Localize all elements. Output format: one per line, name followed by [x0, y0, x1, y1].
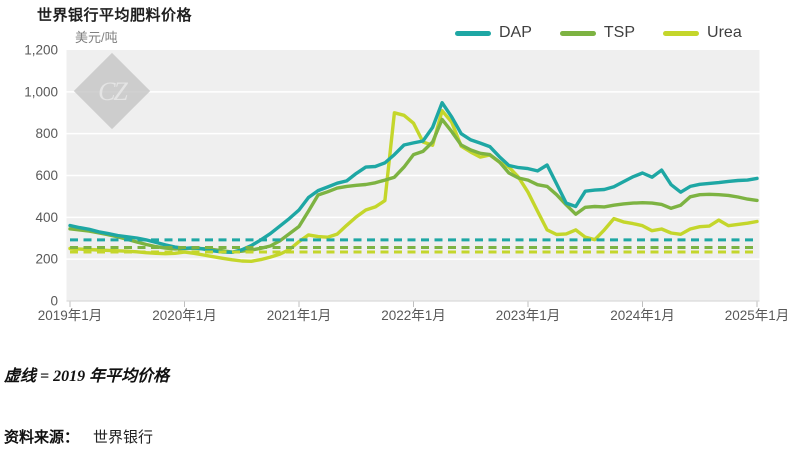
y-axis-label: 1,200: [24, 43, 58, 58]
dashed-line-note: 虚线 = 2019 年平均价格: [4, 368, 170, 385]
legend-swatch-urea: [663, 30, 700, 36]
legend-swatch-dap: [455, 30, 491, 36]
y-axis-unit-label: 美元/吨: [75, 30, 118, 45]
source-row: 资料来源： 世界银行: [4, 426, 153, 447]
y-axis-label: 1,000: [24, 84, 58, 99]
gridlines: [66, 91, 760, 302]
x-axis-label: 2024年1月: [610, 308, 675, 323]
x-axis-label: 2025年1月: [725, 308, 790, 323]
x-axis-label: 2021年1月: [267, 308, 332, 323]
y-axis-label: 600: [35, 168, 58, 183]
legend-label: DAP: [499, 24, 532, 41]
legend-swatch-tsp: [559, 30, 596, 36]
y-axis-label: 0: [50, 294, 58, 309]
watermark-text: CZ: [98, 77, 128, 106]
y-axis-label: 400: [35, 210, 58, 225]
legend-item-tsp[interactable]: TSP: [559, 24, 636, 42]
legend-label: Urea: [707, 24, 742, 41]
legend-item-dap[interactable]: DAP: [455, 24, 532, 42]
source-label: 资料来源：: [4, 429, 80, 446]
y-axis-label: 800: [35, 126, 58, 141]
legend-item-urea[interactable]: Urea: [663, 24, 742, 42]
y-axis-label: 200: [35, 252, 58, 267]
fertilizer-price-chart: CZ 2019年1月 2020年1月 2021年1月 2022年1月 2023年1月 20…: [24, 43, 790, 324]
x-axis-label: 2019年1月: [38, 308, 103, 323]
x-axis-label: 2022年1月: [381, 308, 446, 323]
source-value: 世界银行: [93, 429, 154, 446]
legend-label: TSP: [603, 24, 636, 41]
average-dashed-lines: [70, 238, 757, 254]
y-axis: 0 200 400 600 800 1,000 1,200: [24, 43, 58, 309]
page-title: 世界银行平均肥料价格: [37, 7, 193, 24]
x-axis-label: 2023年1月: [496, 308, 561, 323]
x-axis-label: 2020年1月: [152, 308, 217, 323]
x-axis: 2019年1月 2020年1月 2021年1月 2022年1月 2023年1月 2024年…: [38, 301, 790, 323]
chart-legend: DAP TSP Urea: [455, 24, 742, 42]
